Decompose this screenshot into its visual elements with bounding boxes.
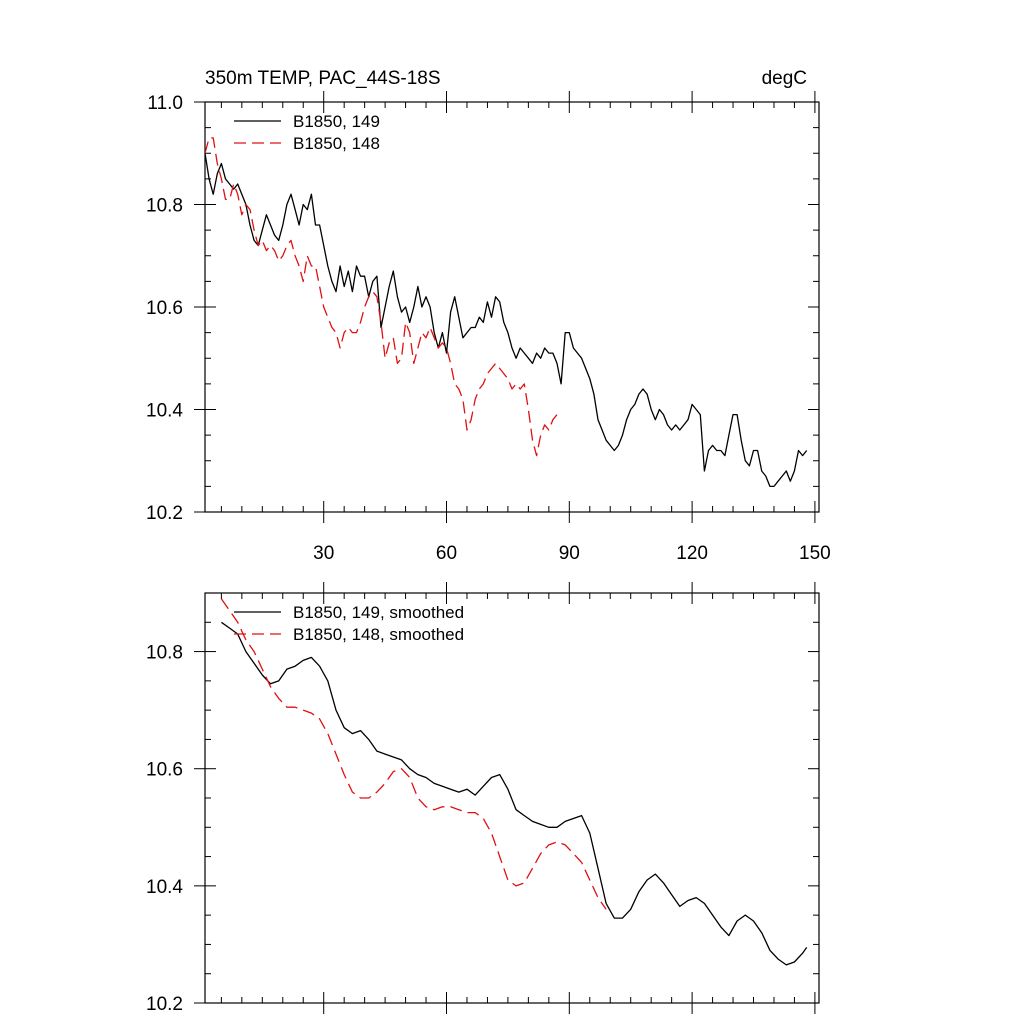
x-tick-label: 60 xyxy=(436,543,457,564)
x-tick-label: 150 xyxy=(799,543,831,564)
x-tick-label: 90 xyxy=(559,543,580,564)
plot-frame xyxy=(204,101,820,513)
legend-label: B1850, 149 xyxy=(293,112,380,131)
series-line-0 xyxy=(205,153,808,488)
y-tick-label: 10.8 xyxy=(146,196,183,217)
top-panel: 10.2 10.4 10.6 10.8 11.0 30 60 90 120 150 350m TEM… xyxy=(146,68,831,564)
y-tick-label: 10.6 xyxy=(146,760,183,781)
series-line-0 xyxy=(221,621,808,966)
y-tick-label: 10.8 xyxy=(146,643,183,664)
legend-label: B1850, 148, smoothed xyxy=(293,625,464,644)
y-tick-label: 10.2 xyxy=(146,994,183,1015)
y-tick-label: 10.6 xyxy=(146,298,183,319)
x-tick-label: 120 xyxy=(676,543,708,564)
series-line-1 xyxy=(220,598,607,910)
legend-label: B1850, 148 xyxy=(293,134,380,153)
units-label: degC xyxy=(762,68,807,89)
y-tick-label: 10.4 xyxy=(146,401,183,422)
x-tick-label: 30 xyxy=(313,543,334,564)
series-line-1 xyxy=(205,137,558,457)
bottom-panel: 10.2 10.4 10.6 10.8 B1850, 149, smoothed B185… xyxy=(146,582,820,1015)
chart-title: 350m TEMP, PAC_44S-18S xyxy=(205,68,441,89)
legend-label: B1850, 149, smoothed xyxy=(293,603,464,622)
y-tick-label: 10.4 xyxy=(146,877,183,898)
y-tick-label: 11.0 xyxy=(147,93,183,114)
y-tick-label: 10.2 xyxy=(146,503,183,524)
